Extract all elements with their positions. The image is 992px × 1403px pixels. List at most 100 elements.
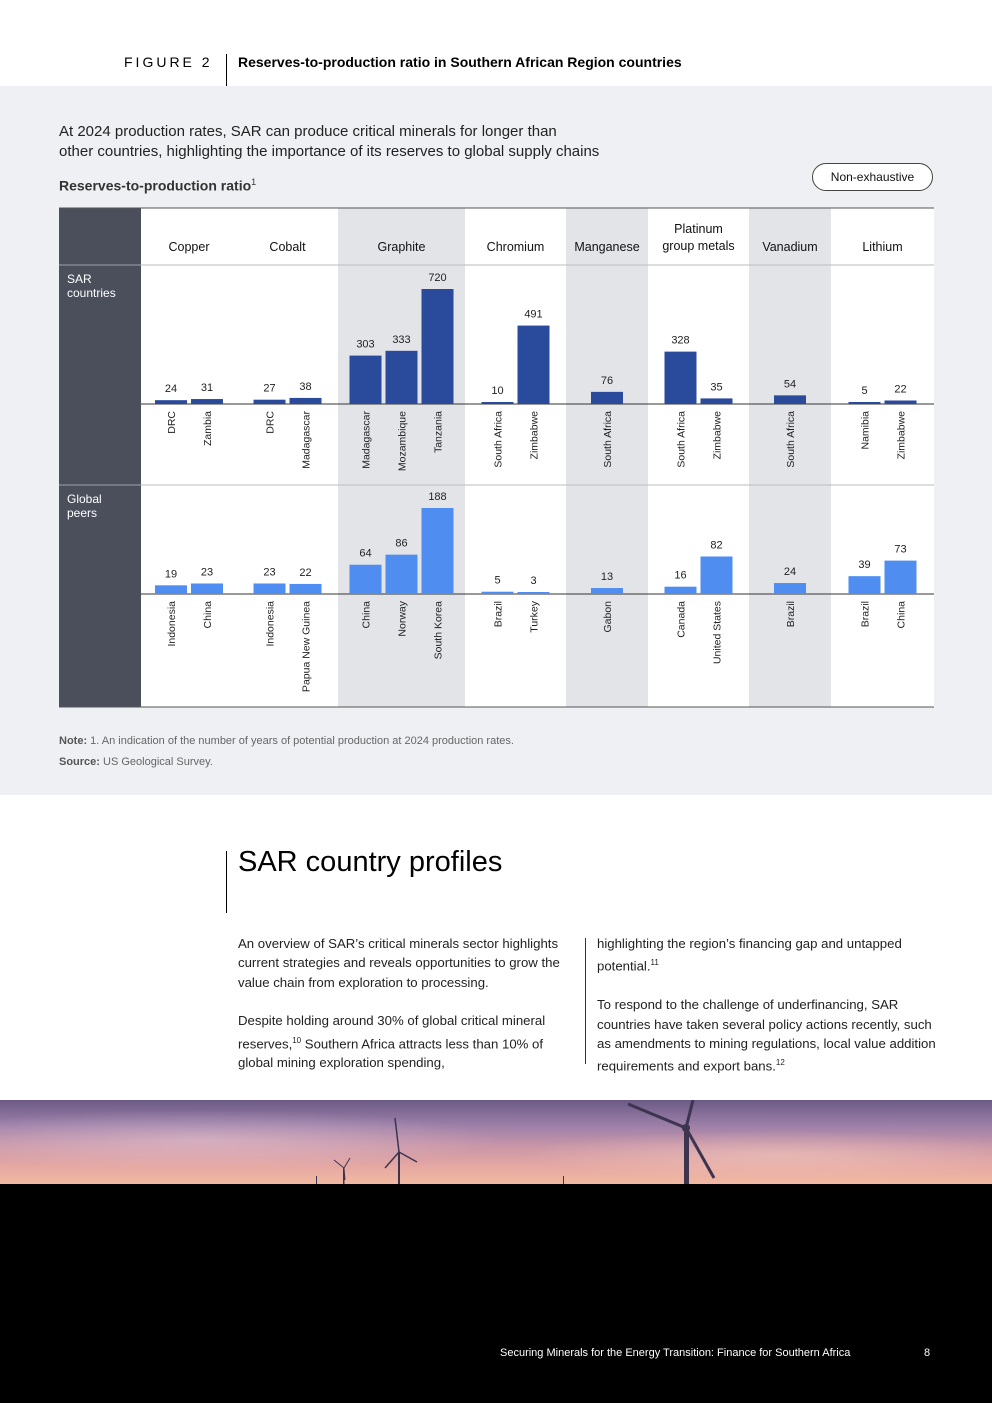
- country-label: China: [202, 601, 214, 629]
- figure-title: Reserves-to-production ratio in Southern…: [238, 54, 682, 70]
- bar: [884, 560, 917, 594]
- country-label: United States: [712, 601, 724, 664]
- bar: [884, 400, 917, 404]
- wind-turbine-photo: [0, 1100, 992, 1184]
- country-label: China: [361, 601, 373, 629]
- bar: [155, 585, 187, 594]
- bar-value-label: 13: [601, 571, 613, 583]
- chart-source: Source: US Geological Survey.: [59, 756, 213, 768]
- country-label: Zimbabwe: [712, 411, 724, 460]
- chart-label-text: Reserves-to-production ratio: [59, 177, 252, 194]
- bar-value-label: 31: [201, 382, 213, 394]
- bar-value-label: 82: [710, 539, 722, 551]
- bar: [774, 583, 806, 594]
- bar-value-label: 188: [428, 491, 446, 503]
- bar: [385, 350, 418, 404]
- body-text: highlighting the region’s financing gap …: [597, 936, 902, 974]
- figure-subtitle-line-2: other countries, highlighting the import…: [59, 143, 600, 160]
- figure-header: FIGURE 2 Reserves-to-production ratio in…: [0, 0, 992, 86]
- bar-value-label: 5: [494, 575, 500, 587]
- bar-value-label: 23: [201, 566, 213, 578]
- country-label: Brazil: [493, 601, 505, 627]
- footer-title: Securing Minerals for the Energy Transit…: [500, 1347, 850, 1359]
- country-label: Canada: [676, 601, 688, 638]
- bar-value-label: 333: [392, 334, 410, 346]
- bar-value-label: 39: [858, 559, 870, 571]
- chart-label-footnote: 1: [251, 177, 257, 187]
- country-label: Indonesia: [166, 601, 178, 647]
- country-label: South Africa: [785, 411, 797, 468]
- country-label: China: [896, 601, 908, 629]
- bar: [848, 576, 881, 594]
- bar: [664, 586, 697, 594]
- bar-value-label: 35: [710, 381, 722, 393]
- body-column-left: An overview of SAR’s critical minerals s…: [238, 934, 578, 1092]
- bar-value-label: 22: [299, 567, 311, 579]
- bar: [848, 402, 881, 404]
- bar: [700, 398, 733, 404]
- country-label: Brazil: [860, 601, 872, 627]
- mineral-header: group metals: [662, 239, 734, 253]
- bar-value-label: 86: [395, 538, 407, 550]
- country-label: South Africa: [493, 411, 505, 468]
- country-label: South Korea: [433, 601, 445, 660]
- country-label: Papua New Guinea: [301, 601, 313, 692]
- figure-label: FIGURE 2: [124, 54, 213, 70]
- bar: [700, 556, 733, 594]
- bar-value-label: 38: [299, 381, 311, 393]
- bar-value-label: 19: [165, 568, 177, 580]
- row-label: peers: [67, 506, 97, 520]
- country-label: Mozambique: [397, 411, 409, 471]
- country-label: Indonesia: [265, 601, 277, 647]
- body-text: Southern Africa attracts less than 10% o…: [238, 1036, 544, 1071]
- footer-title-main: Securing Minerals for the Energy Transit…: [500, 1347, 714, 1359]
- bar-value-label: 328: [671, 335, 689, 347]
- bar-value-label: 10: [491, 385, 503, 397]
- country-label: Norway: [397, 600, 409, 636]
- country-label: Zambia: [202, 411, 214, 446]
- mineral-column-bg: [648, 208, 749, 707]
- country-label: Zimbabwe: [896, 411, 908, 460]
- bar: [155, 400, 187, 404]
- bar-value-label: 23: [263, 566, 275, 578]
- country-label: Madagascar: [301, 410, 313, 468]
- bar-value-label: 303: [356, 339, 374, 351]
- footer: [0, 1184, 992, 1403]
- body-paragraph: An overview of SAR’s critical minerals s…: [238, 936, 560, 990]
- country-label: South Africa: [602, 411, 614, 468]
- bar: [591, 391, 623, 404]
- section-rule: [226, 851, 227, 913]
- bar: [349, 355, 382, 404]
- bar-value-label: 24: [784, 566, 796, 578]
- footer-title-sub: Finance for Southern Africa: [714, 1347, 851, 1359]
- bar: [289, 397, 322, 404]
- mineral-header: Vanadium: [762, 240, 817, 254]
- wind-turbines-illustration: [316, 1100, 716, 1184]
- bar-value-label: 5: [861, 385, 867, 397]
- bar-value-label: 22: [894, 383, 906, 395]
- country-label: Madagascar: [361, 410, 373, 468]
- bar: [591, 588, 623, 594]
- mineral-column-bg: [749, 208, 831, 707]
- body-text: Despite holding around 30% of global cri…: [238, 1013, 546, 1052]
- body-paragraph: highlighting the region’s financing gap …: [597, 934, 937, 976]
- body-paragraph: To respond to the challenge of underfina…: [597, 995, 937, 1076]
- footnote-ref: 12: [775, 1058, 785, 1068]
- body-text: To respond to the challenge of underfina…: [597, 997, 936, 1074]
- bar-value-label: 491: [524, 309, 542, 321]
- country-label: DRC: [166, 411, 178, 434]
- mineral-header: Chromium: [487, 240, 545, 254]
- column-rule: [585, 938, 586, 1064]
- chart-note: Note: 1. An indication of the number of …: [59, 735, 514, 747]
- sky-clouds: [0, 1100, 992, 1184]
- bar: [517, 325, 550, 404]
- figure-divider: [226, 54, 227, 86]
- footnote-ref: 11: [650, 958, 659, 968]
- bar: [421, 508, 454, 594]
- body-paragraph: Despite holding around 30% of global cri…: [238, 1011, 578, 1073]
- country-label: South Africa: [676, 411, 688, 468]
- bar-value-label: 73: [894, 544, 906, 556]
- country-label: Turkey: [529, 600, 541, 632]
- body-column-right: highlighting the region’s financing gap …: [597, 934, 937, 1095]
